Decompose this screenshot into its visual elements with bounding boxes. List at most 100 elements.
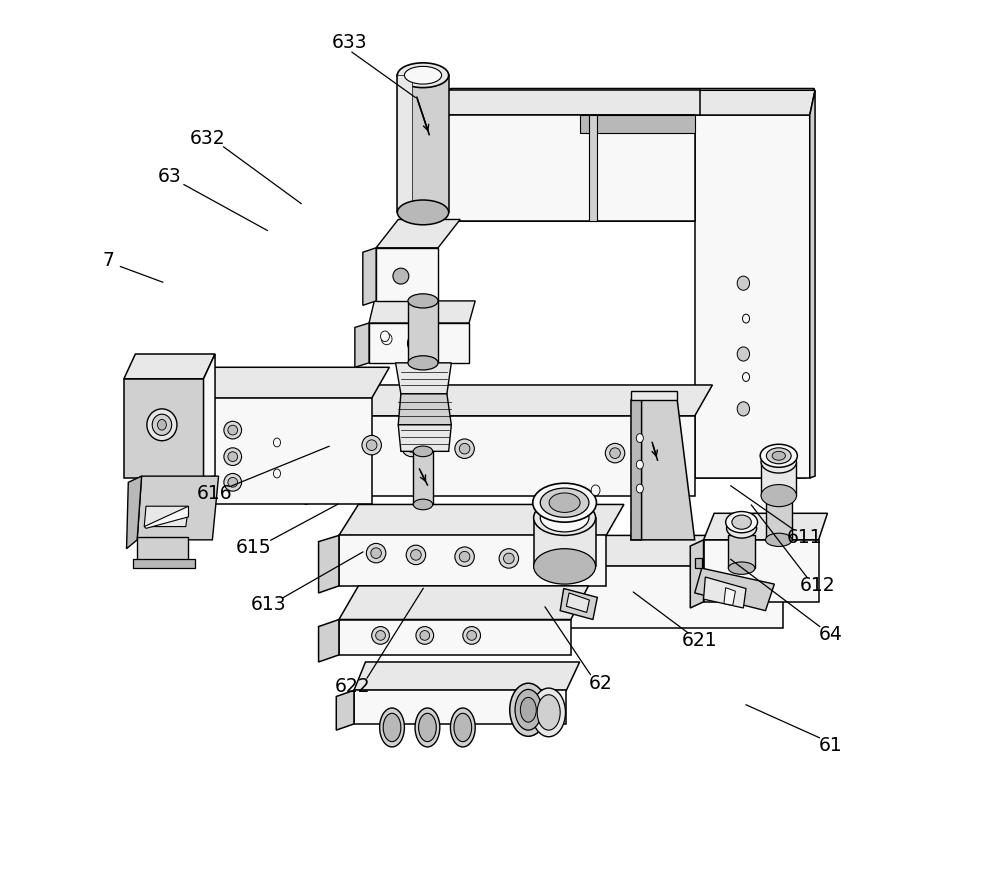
Polygon shape <box>534 518 596 566</box>
Ellipse shape <box>376 630 385 641</box>
Ellipse shape <box>397 200 449 225</box>
Polygon shape <box>186 367 389 398</box>
Polygon shape <box>398 425 451 451</box>
Ellipse shape <box>380 708 404 747</box>
Polygon shape <box>397 75 412 212</box>
Polygon shape <box>442 88 814 113</box>
Polygon shape <box>144 506 188 528</box>
Polygon shape <box>695 568 774 611</box>
Ellipse shape <box>504 553 514 564</box>
Polygon shape <box>704 577 746 608</box>
Ellipse shape <box>467 630 477 641</box>
Ellipse shape <box>273 438 281 447</box>
Text: 611: 611 <box>787 527 822 547</box>
Text: 616: 616 <box>197 484 233 504</box>
Ellipse shape <box>397 63 449 88</box>
Polygon shape <box>369 323 469 363</box>
Polygon shape <box>124 354 215 379</box>
Polygon shape <box>413 451 433 504</box>
Ellipse shape <box>605 443 625 463</box>
Ellipse shape <box>415 708 440 747</box>
Text: 621: 621 <box>681 631 717 650</box>
Polygon shape <box>631 391 677 400</box>
Text: 613: 613 <box>250 595 286 614</box>
Ellipse shape <box>413 499 433 510</box>
Polygon shape <box>728 535 755 568</box>
Polygon shape <box>127 476 142 549</box>
Ellipse shape <box>402 437 421 457</box>
Ellipse shape <box>533 483 596 522</box>
Polygon shape <box>204 354 215 478</box>
Polygon shape <box>534 566 553 635</box>
Ellipse shape <box>540 504 589 532</box>
Ellipse shape <box>416 627 434 644</box>
Ellipse shape <box>766 533 792 546</box>
Polygon shape <box>339 620 571 655</box>
Polygon shape <box>704 513 827 540</box>
Ellipse shape <box>393 268 409 284</box>
Ellipse shape <box>737 347 750 361</box>
Ellipse shape <box>408 294 438 308</box>
Ellipse shape <box>224 448 242 466</box>
Ellipse shape <box>372 627 389 644</box>
Ellipse shape <box>772 451 785 460</box>
Ellipse shape <box>534 500 596 535</box>
Ellipse shape <box>761 484 796 506</box>
Ellipse shape <box>228 451 238 462</box>
Text: 612: 612 <box>800 576 836 596</box>
Ellipse shape <box>732 515 751 529</box>
Ellipse shape <box>406 545 426 565</box>
Ellipse shape <box>455 547 474 566</box>
Ellipse shape <box>636 460 643 469</box>
Ellipse shape <box>147 409 177 441</box>
Ellipse shape <box>727 519 757 538</box>
Polygon shape <box>553 566 783 628</box>
Polygon shape <box>408 301 438 363</box>
Ellipse shape <box>549 493 580 512</box>
Ellipse shape <box>408 332 430 354</box>
Polygon shape <box>588 115 597 221</box>
Ellipse shape <box>459 443 470 454</box>
Ellipse shape <box>726 512 758 533</box>
Ellipse shape <box>537 695 560 730</box>
Polygon shape <box>339 504 624 535</box>
Ellipse shape <box>761 451 796 473</box>
Ellipse shape <box>737 276 750 290</box>
Ellipse shape <box>532 689 565 736</box>
Ellipse shape <box>362 435 381 455</box>
Text: 64: 64 <box>819 625 843 644</box>
Polygon shape <box>319 535 339 593</box>
Ellipse shape <box>591 485 600 496</box>
Polygon shape <box>704 540 819 602</box>
Ellipse shape <box>366 440 377 450</box>
Polygon shape <box>124 379 204 478</box>
Text: 622: 622 <box>334 677 370 696</box>
Ellipse shape <box>406 442 417 452</box>
Polygon shape <box>137 476 219 540</box>
Polygon shape <box>332 385 712 416</box>
Ellipse shape <box>419 713 436 742</box>
Ellipse shape <box>450 708 475 747</box>
Ellipse shape <box>381 331 389 342</box>
Polygon shape <box>442 90 700 115</box>
Ellipse shape <box>760 444 797 467</box>
Polygon shape <box>319 620 339 662</box>
Ellipse shape <box>515 689 542 730</box>
Polygon shape <box>354 690 566 724</box>
Polygon shape <box>631 398 642 540</box>
Ellipse shape <box>636 434 643 442</box>
Text: 62: 62 <box>589 673 613 693</box>
Polygon shape <box>336 690 354 730</box>
Polygon shape <box>396 363 451 394</box>
Ellipse shape <box>158 419 166 430</box>
Ellipse shape <box>224 421 242 439</box>
Ellipse shape <box>455 439 474 458</box>
Ellipse shape <box>383 713 401 742</box>
Polygon shape <box>442 88 451 221</box>
Polygon shape <box>686 88 814 478</box>
Polygon shape <box>397 75 449 212</box>
Polygon shape <box>332 416 695 496</box>
Ellipse shape <box>766 448 791 464</box>
Ellipse shape <box>413 446 433 457</box>
Polygon shape <box>442 115 695 221</box>
